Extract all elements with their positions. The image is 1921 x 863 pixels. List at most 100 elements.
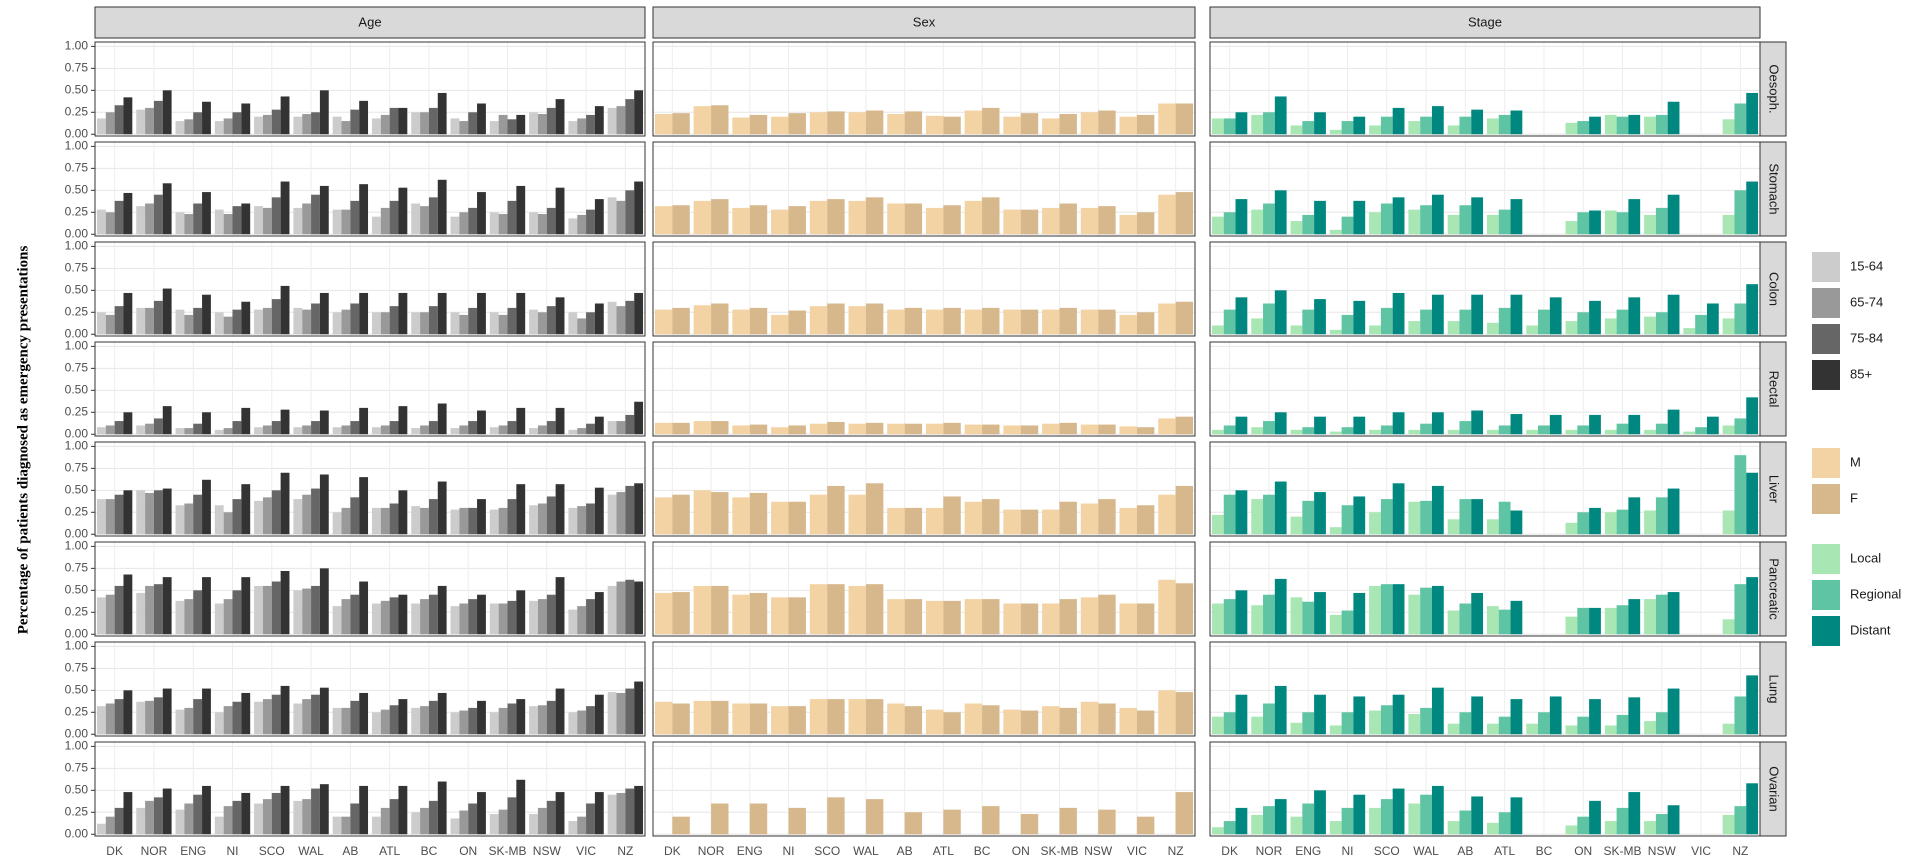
bar [634,785,644,835]
bar [359,292,369,335]
bar [123,690,133,735]
bar [1408,803,1421,835]
bar [1059,501,1077,535]
bar [1119,214,1137,235]
bar [1369,325,1381,335]
bar [193,699,203,735]
bar [1734,584,1747,635]
panel-border [94,141,646,237]
bar [516,114,526,135]
bar [771,427,789,435]
bar [136,701,146,735]
x-tick-label: NSW [1084,844,1113,858]
bar [350,803,360,835]
bar [1175,792,1194,835]
bar [1498,114,1511,135]
bar [1274,190,1287,235]
bar [262,114,272,135]
y-tick-label: 0.50 [65,382,89,396]
bar [634,181,644,235]
bar [477,792,486,835]
bar [1223,425,1236,435]
x-tick-label: ATL [379,844,400,858]
bar [634,483,644,535]
bar [634,292,644,335]
bar [1223,821,1236,835]
bar [280,96,290,135]
bar [925,115,944,135]
bar [1408,594,1421,635]
bar [1158,303,1176,335]
bar [1290,597,1303,635]
y-tick-label: 0.50 [65,582,89,596]
bar [925,207,944,235]
bar [162,406,172,435]
bar [477,499,486,535]
bar [616,692,626,735]
bar [1329,129,1342,135]
x-tick-label: ATL [933,844,954,858]
bar [350,200,360,235]
bar [498,114,508,135]
bar [380,807,390,835]
bar [693,700,712,735]
x-tick-label: SCO [814,844,840,858]
bar [1003,116,1021,135]
bar [1290,325,1303,335]
y-tick-label: 0.25 [65,404,89,418]
bar [654,206,673,235]
bar [546,107,556,135]
bar [732,497,750,535]
bar [1380,799,1393,835]
bar [1302,803,1315,835]
bar [749,492,768,535]
y-tick-label: 1.00 [65,639,89,653]
bar [293,116,303,135]
bar [1447,821,1460,835]
bar [1420,794,1432,835]
bar [1510,797,1523,835]
bar [1459,712,1472,735]
bar [1431,412,1444,435]
bar [594,694,604,735]
bar [625,190,635,235]
bar [123,97,133,135]
bar [420,807,429,835]
bar [771,597,789,635]
bar [271,694,281,735]
legend-label: 65-74 [1850,294,1883,309]
bar [848,699,866,735]
bar [332,209,342,235]
bar [711,105,729,135]
x-tick-label: VIC [1127,844,1147,858]
bar [788,310,806,335]
bar [136,307,146,335]
bar [529,505,538,535]
bar [232,590,242,635]
bar [1119,603,1137,635]
bar [153,300,163,335]
bar [489,212,499,235]
bar [241,203,251,235]
bar [114,306,124,335]
bar [136,206,146,235]
bar [136,425,146,435]
bar [546,594,556,635]
bar [555,407,565,435]
bar [1447,429,1460,435]
bar [437,781,447,835]
bar [594,792,604,835]
bar [1431,106,1444,135]
bar [607,794,617,835]
bar [96,706,106,735]
bar [507,307,517,335]
bar [749,205,768,235]
bar [1628,199,1641,235]
bar [546,496,556,535]
bar [1290,221,1303,235]
bar [1655,814,1668,835]
bar [1369,512,1381,535]
bar [1059,707,1077,735]
bar [555,577,565,635]
bar [537,599,547,635]
